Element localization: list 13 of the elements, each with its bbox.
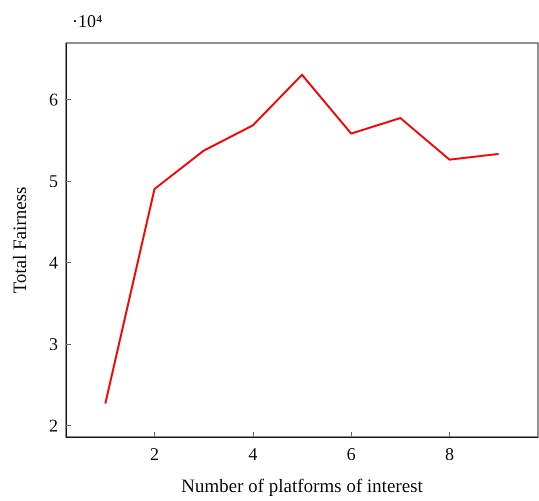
line-series xyxy=(104,74,500,405)
y-tick-label: 3 xyxy=(49,334,58,354)
y-tick-label: 4 xyxy=(49,252,58,272)
x-tick-label: 4 xyxy=(248,444,258,464)
y-tick-label: 5 xyxy=(49,170,58,191)
x-tick-label: 6 xyxy=(346,444,356,464)
y-tick-label: 2 xyxy=(49,416,58,436)
x-tick-label: 8 xyxy=(445,444,454,464)
x-axis-title: Number of platforms of interest xyxy=(181,476,424,497)
y-tick-label: 6 xyxy=(49,89,58,110)
text: ·10⁴ xyxy=(72,11,102,31)
x-tick-label: 2 xyxy=(150,444,159,464)
y-axis-title: Total Fairness xyxy=(10,186,31,294)
